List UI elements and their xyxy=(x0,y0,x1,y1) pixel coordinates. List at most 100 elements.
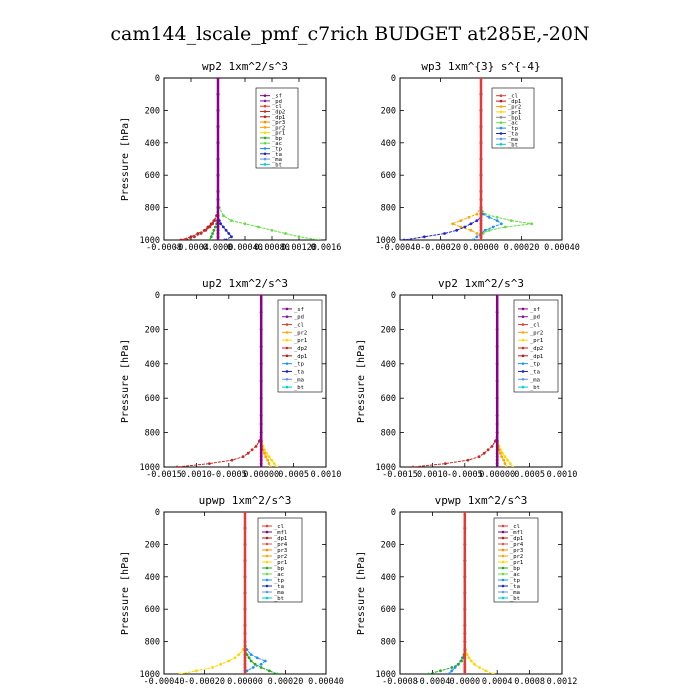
y-tick-label: 400 xyxy=(381,360,396,370)
legend: _cl_mfl_dp1_pr4_pr3_pr2_pr1_bp_ac_tp_ta_… xyxy=(493,517,539,603)
data-point xyxy=(212,228,216,232)
data-point xyxy=(463,607,467,611)
legend-label: _tp xyxy=(294,362,304,368)
y-tick-label: 800 xyxy=(145,429,160,439)
data-point xyxy=(259,345,263,348)
data-point xyxy=(444,462,447,465)
y-tick-label: 600 xyxy=(381,394,396,404)
data-point xyxy=(284,232,287,235)
data-point xyxy=(479,157,483,161)
y-tick-label: 400 xyxy=(145,139,160,149)
data-point xyxy=(199,232,203,235)
legend-label: _dp1 xyxy=(274,536,287,542)
legend-marker xyxy=(263,141,267,145)
data-point xyxy=(495,345,499,348)
data-point xyxy=(450,669,454,673)
data-point xyxy=(270,228,274,232)
y-axis-label: Pressure [hPa] xyxy=(356,551,367,635)
legend-marker xyxy=(265,590,269,594)
legend-marker xyxy=(285,323,289,326)
data-point xyxy=(241,648,245,652)
legend-marker xyxy=(263,120,267,124)
panel-5: upwp 1xm^2/s^3 Pressure [hPa] 0 200 400 600 80… xyxy=(120,494,344,687)
data-point xyxy=(208,238,212,240)
y-tick-label: 1000 xyxy=(376,463,396,473)
data-point xyxy=(259,422,263,426)
data-point xyxy=(479,212,483,216)
legend-label: _pr4 xyxy=(510,542,524,548)
data-point xyxy=(182,238,186,240)
legend-marker xyxy=(501,554,505,558)
series-group xyxy=(179,78,321,240)
y-tick-label: 600 xyxy=(145,394,160,404)
data-point xyxy=(411,465,415,467)
legend-marker xyxy=(499,143,503,146)
data-point xyxy=(495,219,499,223)
data-point xyxy=(267,462,271,465)
data-point xyxy=(216,222,220,226)
data-point xyxy=(213,219,217,223)
series-line-pr1 xyxy=(180,512,246,674)
data-point xyxy=(249,659,253,663)
legend-marker xyxy=(521,377,525,381)
panel-title: wp3 1xm^{3} s^{-4} xyxy=(421,60,540,73)
data-point xyxy=(265,451,268,455)
legend-marker xyxy=(501,542,505,546)
y-tick-label: 800 xyxy=(381,204,396,214)
x-tick-label: 0.00040 xyxy=(227,243,263,253)
legend-label: _dp1 xyxy=(510,536,523,542)
data-point xyxy=(216,238,220,240)
x-tick-label: -0.00020 xyxy=(184,677,225,687)
data-point xyxy=(209,235,213,239)
data-point xyxy=(495,328,499,331)
data-point xyxy=(495,379,499,383)
data-point xyxy=(241,455,245,459)
data-point xyxy=(264,455,268,459)
legend-marker xyxy=(263,94,267,97)
data-point xyxy=(216,214,220,218)
data-point xyxy=(216,125,220,128)
legend-label: _ma xyxy=(530,377,540,383)
data-point xyxy=(259,662,263,666)
legend-marker xyxy=(501,548,505,552)
data-point xyxy=(227,659,231,663)
data-point xyxy=(447,672,450,674)
legend-marker xyxy=(265,524,269,528)
series-line-pr2 xyxy=(451,78,482,240)
legend-label: _dp1 xyxy=(294,354,307,360)
legend-label: _sf xyxy=(530,307,540,313)
data-point xyxy=(479,235,483,239)
legend-marker xyxy=(265,530,269,534)
series-line-ta xyxy=(404,78,482,240)
data-point xyxy=(259,448,263,452)
data-point xyxy=(463,656,467,660)
data-point xyxy=(208,225,212,229)
x-tick-label: -0.0005 xyxy=(211,470,247,480)
data-point xyxy=(439,669,442,673)
data-point xyxy=(243,666,247,669)
data-point xyxy=(479,141,483,145)
x-tick-label: 0.0000 xyxy=(203,243,234,253)
legend-label: _bt xyxy=(294,385,304,391)
data-point xyxy=(503,455,507,459)
legend-marker xyxy=(499,110,503,114)
data-point xyxy=(469,222,473,226)
y-tick-label: 400 xyxy=(381,139,396,149)
data-point xyxy=(511,465,515,467)
legend-marker xyxy=(263,115,267,119)
legend-label: _ta xyxy=(510,584,520,590)
data-point xyxy=(501,451,504,455)
x-tick-label: 0.00000 xyxy=(227,677,263,687)
y-tick-label: 1000 xyxy=(140,463,160,473)
data-point xyxy=(195,669,198,673)
legend-label: _cl xyxy=(530,323,540,329)
data-point xyxy=(450,666,454,669)
data-point xyxy=(266,458,270,462)
legend-label: _ta xyxy=(272,152,282,158)
data-point xyxy=(463,624,467,627)
legend-marker xyxy=(263,152,267,156)
panel-title: vpwp 1xm^2/s^3 xyxy=(435,494,528,507)
legend-marker xyxy=(499,116,503,119)
panel-2: wp3 1xm^{3} s^{-4}02004006008001000-0.00… xyxy=(376,60,580,253)
